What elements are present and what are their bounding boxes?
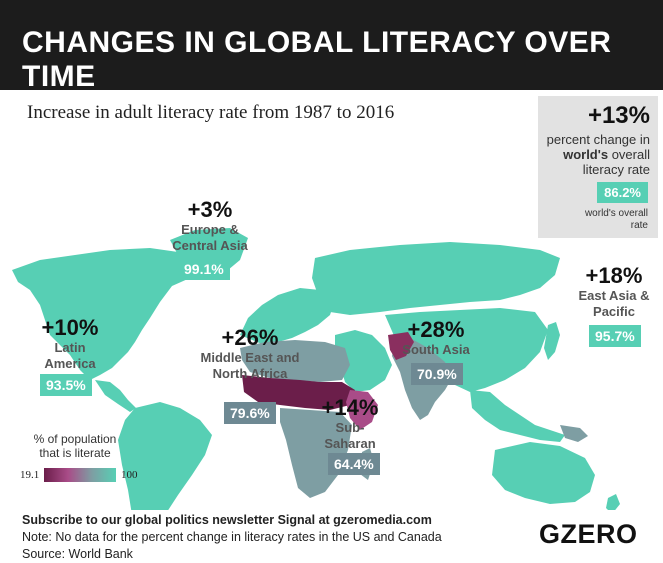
land-sahel bbox=[242, 375, 355, 410]
region-latin-america: +10% Latin America bbox=[30, 316, 110, 372]
land-north-america bbox=[12, 248, 200, 380]
region-rate-badge: 64.4% bbox=[328, 453, 380, 475]
land-europe bbox=[240, 288, 335, 344]
land-new-zealand bbox=[606, 494, 620, 510]
world-summary-box: +13% percent change in world's overall l… bbox=[538, 96, 658, 238]
region-east-asia-pacific: +18% East Asia & Pacific bbox=[568, 264, 660, 320]
land-middle-east bbox=[335, 330, 392, 392]
footer: Subscribe to our global politics newslet… bbox=[22, 512, 442, 563]
region-rate-badge: 70.9% bbox=[411, 363, 463, 385]
world-change-description: percent change in world's overall litera… bbox=[546, 132, 650, 177]
legend-min: 19.1 bbox=[20, 469, 40, 481]
region-south-asia: +28% South Asia bbox=[392, 318, 480, 358]
land-central-america bbox=[95, 380, 136, 412]
land-north-asia bbox=[312, 242, 560, 315]
region-change: +3% bbox=[187, 197, 233, 222]
region-rate-badge: 95.7% bbox=[589, 325, 641, 347]
land-japan bbox=[544, 322, 560, 360]
chart-subtitle: Increase in adult literacy rate from 198… bbox=[27, 102, 395, 123]
footer-source: Source: World Bank bbox=[22, 547, 133, 561]
land-southern-africa bbox=[280, 408, 352, 498]
region-change: +10% bbox=[41, 315, 99, 340]
region-name: Europe & Central Asia bbox=[172, 222, 248, 253]
world-rate-badge: 86.2% bbox=[597, 182, 648, 203]
region-change: +28% bbox=[407, 317, 465, 342]
legend-title: % of population that is literate bbox=[33, 432, 117, 460]
land-australia bbox=[492, 442, 595, 504]
region-name: South Asia bbox=[402, 342, 470, 357]
region-rate-badge: 99.1% bbox=[178, 258, 230, 280]
subscribe-text: Subscribe to our global politics newslet… bbox=[22, 513, 432, 527]
header-banner: CHANGES IN GLOBAL LITERACY OVER TIME bbox=[0, 0, 663, 93]
region-change: +26% bbox=[221, 325, 279, 350]
world-rate-label: world's overall rate bbox=[584, 208, 648, 231]
legend-max: 100 bbox=[121, 469, 138, 481]
world-change: +13% bbox=[587, 102, 650, 129]
gzero-logo: GZERO bbox=[539, 519, 638, 549]
region-name: Middle East and North Africa bbox=[200, 350, 300, 381]
land-southeast-asia bbox=[470, 390, 565, 442]
land-png bbox=[560, 425, 588, 442]
region-change: +18% bbox=[585, 263, 643, 288]
region-europe-central-asia: +3% Europe & Central Asia bbox=[150, 198, 270, 254]
region-rate-badge: 79.6% bbox=[224, 402, 276, 424]
land-afghanistan bbox=[388, 332, 414, 360]
legend-gradient bbox=[44, 468, 116, 482]
region-name: East Asia & Pacific bbox=[578, 288, 650, 319]
land-north-africa bbox=[240, 340, 350, 382]
land-south-america bbox=[118, 402, 212, 510]
region-rate-badge: 93.5% bbox=[40, 374, 92, 396]
region-name: Latin America bbox=[44, 340, 96, 371]
region-mena: +26% Middle East and North Africa bbox=[200, 326, 300, 382]
land-east-asia bbox=[385, 308, 548, 392]
land-horn-of-africa bbox=[346, 390, 378, 430]
page-title: CHANGES IN GLOBAL LITERACY OVER TIME bbox=[22, 26, 612, 93]
region-change: +14% bbox=[321, 395, 379, 420]
footer-note: Note: No data for the percent change in … bbox=[22, 530, 442, 544]
